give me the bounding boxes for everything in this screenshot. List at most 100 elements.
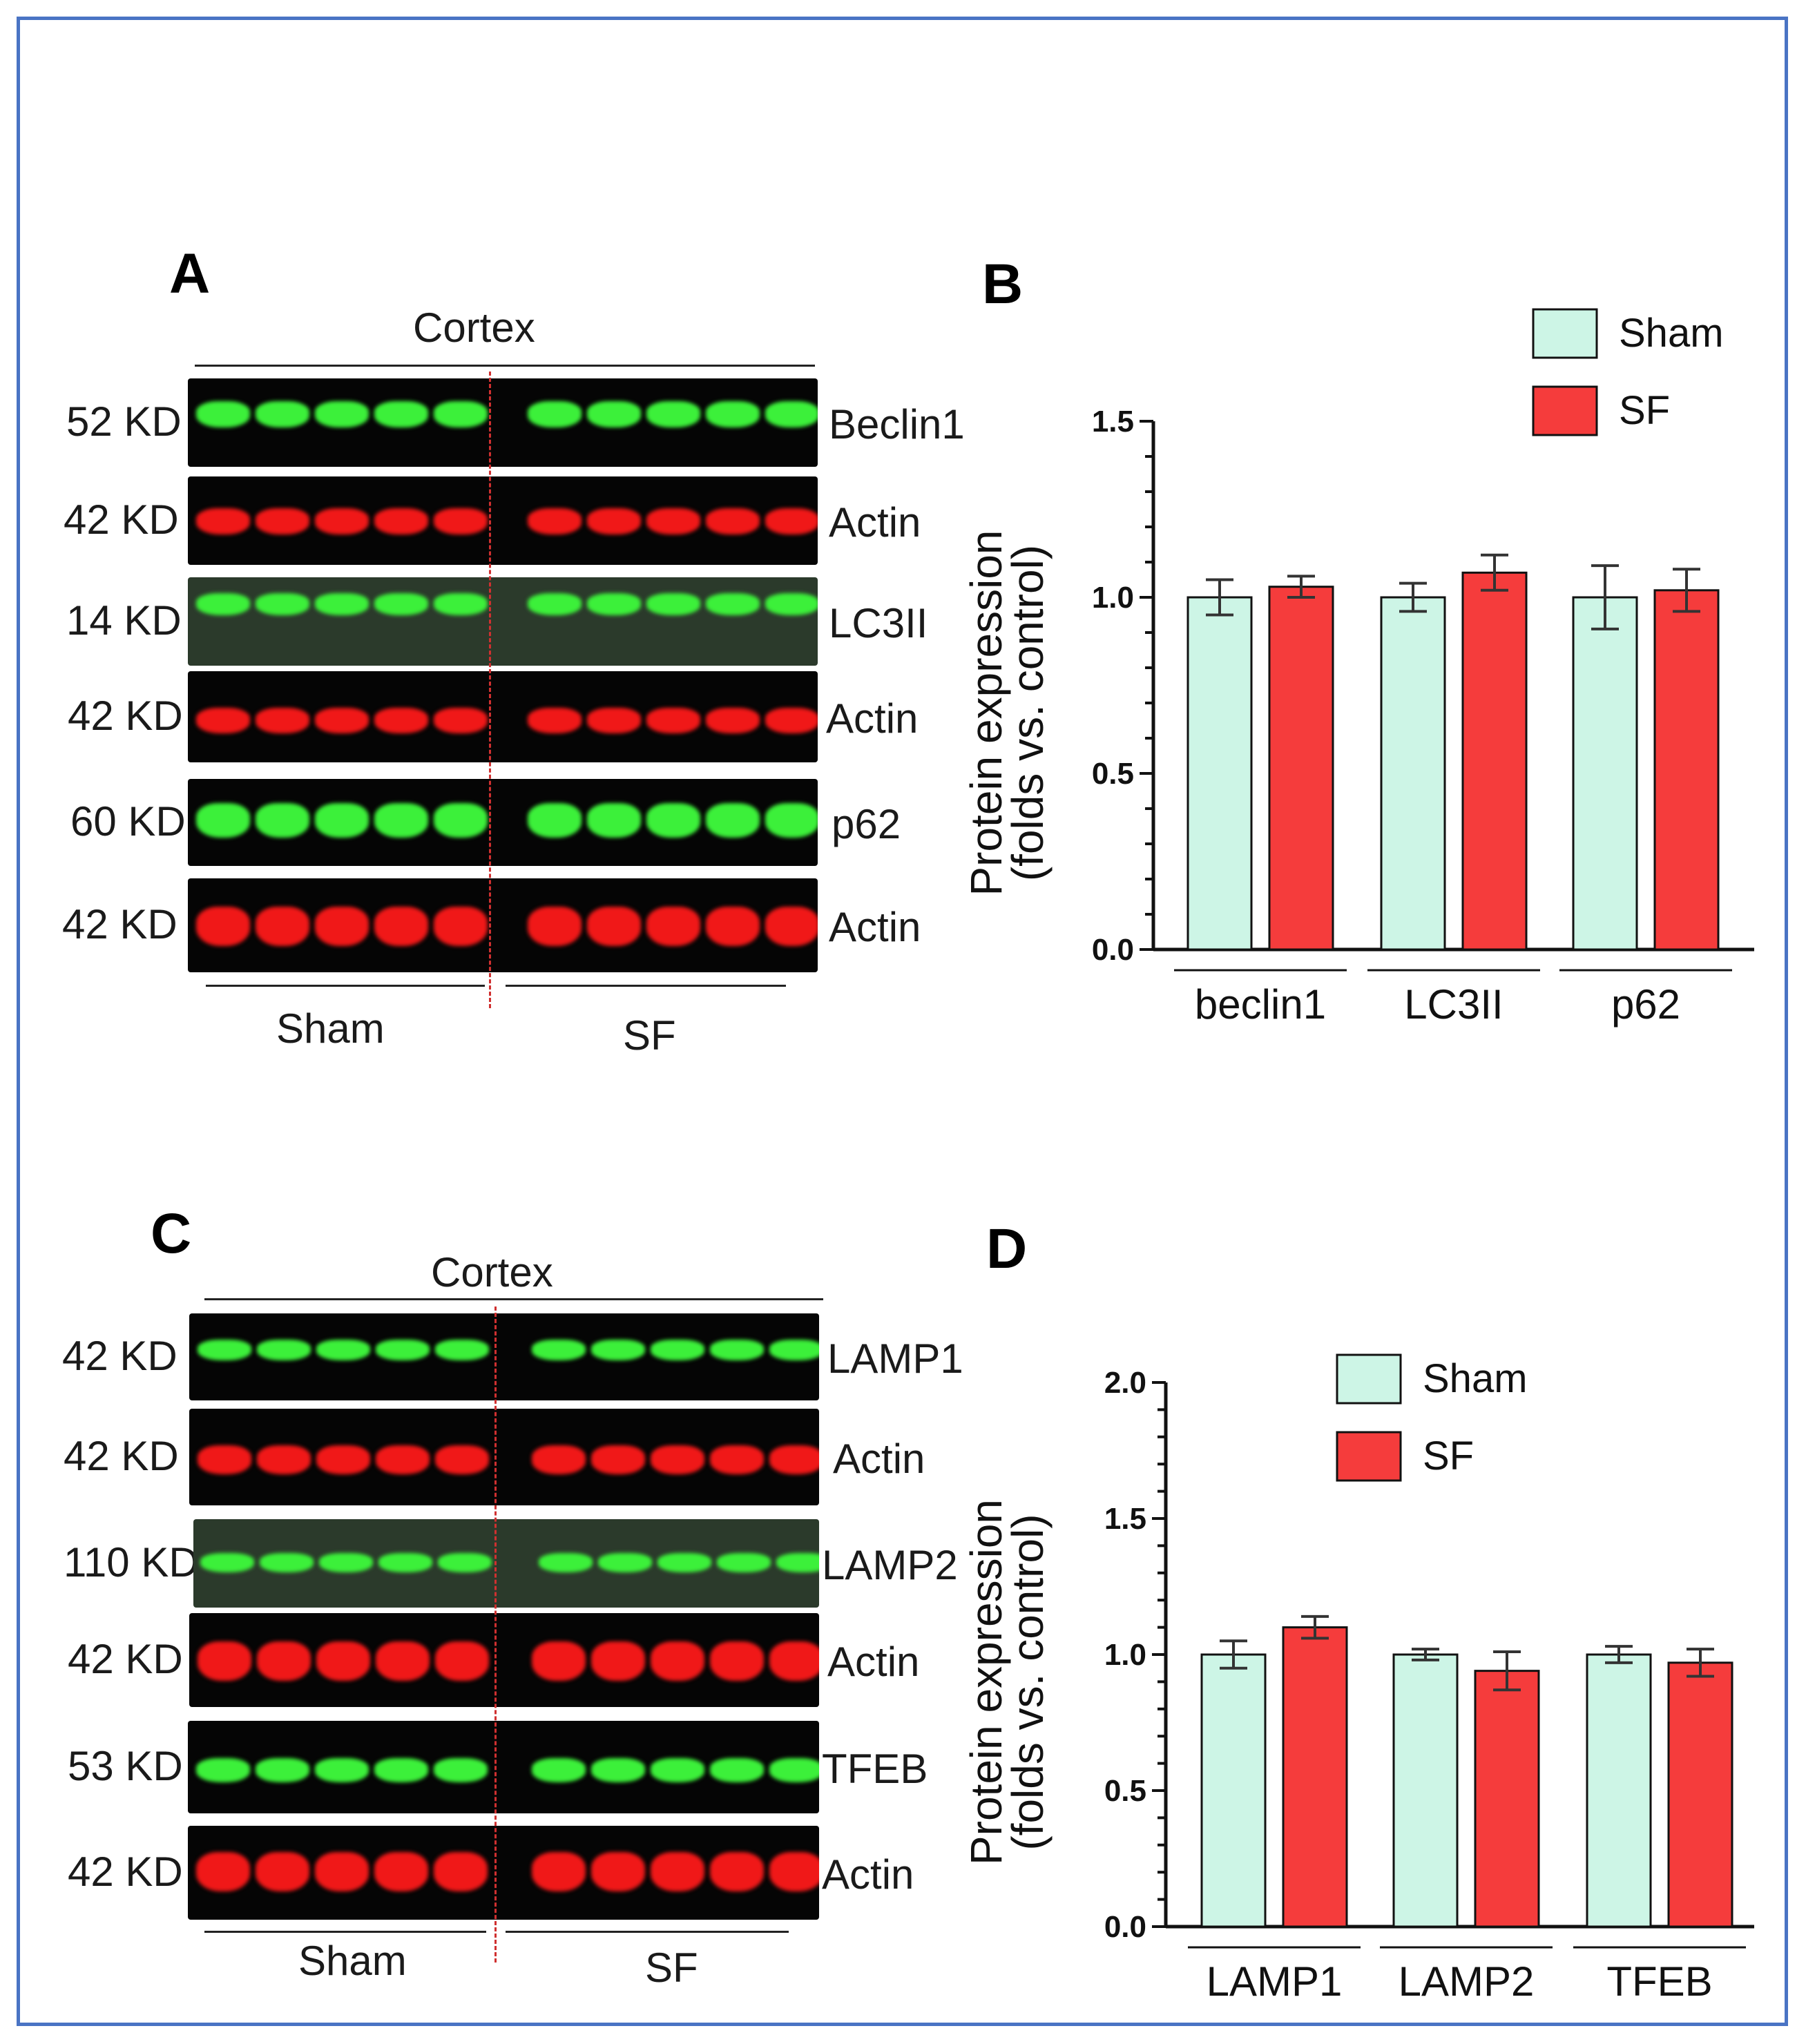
- blot-band: [591, 1641, 645, 1681]
- blot-image-actin: [188, 878, 818, 972]
- panel-letter-c: C: [151, 1202, 192, 1265]
- molecular-weight-label: 52 KD: [66, 398, 182, 445]
- blot-band: [434, 803, 488, 838]
- bar-sham-lamp2: [1392, 1653, 1459, 1928]
- bar-sf-beclin1: [1268, 586, 1334, 951]
- molecular-weight-label: 14 KD: [66, 597, 182, 644]
- blot-band: [319, 1553, 373, 1572]
- panel-c-group-sf: SF: [645, 1945, 698, 1991]
- blot-band: [374, 708, 428, 733]
- molecular-weight-label: 42 KD: [64, 1433, 179, 1479]
- blot-band: [587, 907, 641, 946]
- blot-band: [198, 1641, 251, 1681]
- blot-band: [776, 1553, 819, 1572]
- blot-band: [315, 1852, 369, 1891]
- legend-swatch-sham: [1532, 308, 1598, 359]
- y-axis-title-line2: (folds vs. control): [1003, 1514, 1053, 1850]
- blot-band: [256, 1852, 309, 1891]
- blot-band: [435, 1340, 489, 1360]
- blot-band: [710, 1852, 764, 1891]
- panel-letter-d: D: [986, 1217, 1028, 1280]
- panel-letter-a: A: [169, 242, 211, 305]
- blot-band: [434, 1758, 488, 1782]
- blot-band: [591, 1340, 645, 1360]
- protein-label: LAMP1: [827, 1336, 963, 1382]
- bar-sf-lc3ii: [1461, 571, 1528, 951]
- legend-swatch-sham: [1336, 1353, 1402, 1405]
- bar-sf-p62: [1653, 589, 1720, 951]
- blot-band: [706, 803, 760, 838]
- x-tick-label: LAMP2: [1399, 1958, 1535, 2003]
- blot-band: [315, 401, 369, 427]
- blot-band: [710, 1641, 764, 1681]
- molecular-weight-label: 42 KD: [62, 901, 177, 947]
- blot-band: [528, 907, 582, 946]
- blot-band: [717, 1553, 771, 1572]
- y-axis-title-line1: Protein expression: [961, 530, 1011, 896]
- panel-a-region-label: Cortex: [413, 305, 535, 351]
- blot-band: [646, 593, 700, 615]
- blot-band: [434, 708, 488, 733]
- panel-a-group-sham: Sham: [276, 1005, 385, 1052]
- molecular-weight-label: 42 KD: [68, 693, 183, 739]
- panel-c-lane-divider: [494, 1307, 497, 1963]
- panel-c-region-label: Cortex: [431, 1249, 553, 1295]
- blot-band: [315, 1758, 369, 1782]
- blot-band: [257, 1445, 311, 1474]
- blot-band: [315, 593, 369, 615]
- blot-band: [260, 1553, 314, 1572]
- blot-band: [657, 1553, 711, 1572]
- panel-a-group-sf: SF: [623, 1012, 676, 1059]
- molecular-weight-label: 110 KD: [64, 1539, 199, 1585]
- blot-band: [706, 907, 760, 946]
- blot-band: [316, 1340, 370, 1360]
- blot-image-actin: [188, 671, 818, 762]
- blot-band: [710, 1758, 764, 1782]
- blot-band: [374, 593, 428, 615]
- blot-band: [256, 401, 309, 427]
- blot-band: [532, 1340, 586, 1360]
- blot-band: [256, 508, 309, 534]
- protein-label: Actin: [829, 499, 921, 546]
- bar-sf-lamp1: [1282, 1626, 1348, 1928]
- blot-band: [651, 1445, 704, 1474]
- bar-sham-tfeb: [1586, 1653, 1652, 1928]
- y-tick-label: 2.0: [1104, 1366, 1146, 1400]
- blot-band: [646, 401, 700, 427]
- blot-band: [769, 1641, 819, 1681]
- legend-swatch-sf: [1336, 1431, 1402, 1482]
- y-tick-label: 1.0: [1092, 581, 1134, 615]
- blot-band: [765, 508, 818, 534]
- blot-band: [539, 1553, 593, 1572]
- molecular-weight-label: 53 KD: [68, 1743, 183, 1789]
- blot-band: [374, 401, 428, 427]
- blot-band: [198, 1445, 251, 1474]
- protein-label: LAMP2: [822, 1542, 958, 1588]
- bar-sf-lamp2: [1474, 1670, 1540, 1928]
- blot-band: [315, 907, 369, 946]
- blot-band: [256, 803, 309, 838]
- y-tick-label: 0.5: [1104, 1774, 1146, 1808]
- blot-band: [256, 593, 309, 615]
- blot-image-lc3ii: [188, 577, 818, 666]
- protein-label: Actin: [826, 695, 919, 742]
- blot-band: [587, 401, 641, 427]
- blot-band: [598, 1553, 652, 1572]
- blot-band: [646, 508, 700, 534]
- blot-band: [646, 708, 700, 733]
- molecular-weight-label: 42 KD: [64, 496, 179, 543]
- protein-label: LC3II: [829, 600, 928, 646]
- panel-a-sham-rule: [206, 985, 485, 987]
- blot-band: [765, 708, 818, 733]
- bar-sham-beclin1: [1187, 596, 1253, 951]
- legend-label: SF: [1423, 1434, 1474, 1478]
- blot-band: [765, 803, 818, 838]
- blot-band: [651, 1852, 704, 1891]
- blot-image-lamp1: [189, 1313, 819, 1400]
- molecular-weight-label: 42 KD: [62, 1333, 177, 1379]
- blot-band: [434, 508, 488, 534]
- blot-band: [434, 401, 488, 427]
- x-tick-label: p62: [1611, 981, 1680, 1028]
- y-tick-label: 0.5: [1092, 757, 1134, 791]
- y-tick-label: 0.0: [1104, 1910, 1146, 1944]
